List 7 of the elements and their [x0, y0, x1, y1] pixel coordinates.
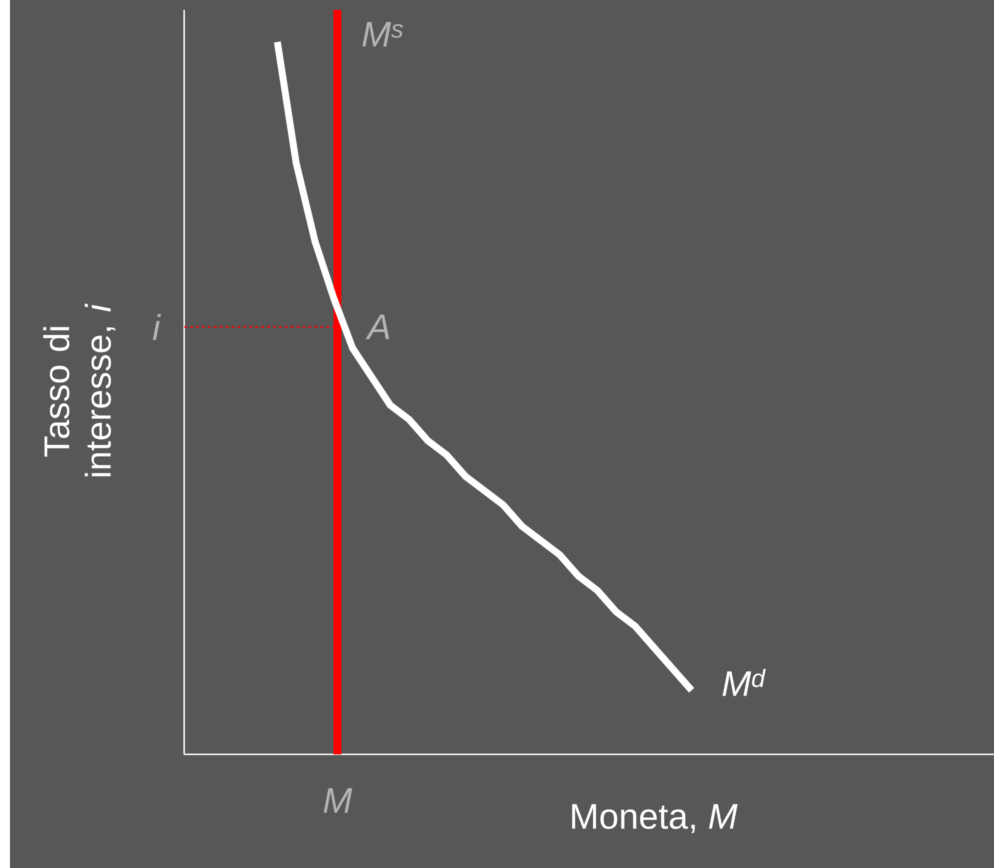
x-axis-title: Moneta, M	[572, 804, 738, 834]
annotation: A	[366, 314, 390, 340]
y-axis-title: Tasso di interesse, i	[43, 303, 116, 476]
series-label: M$^{d}$	[722, 668, 766, 696]
text: M$^{s}$	[362, 22, 404, 46]
text: M	[324, 788, 352, 813]
ref-line-label: i	[152, 314, 162, 340]
